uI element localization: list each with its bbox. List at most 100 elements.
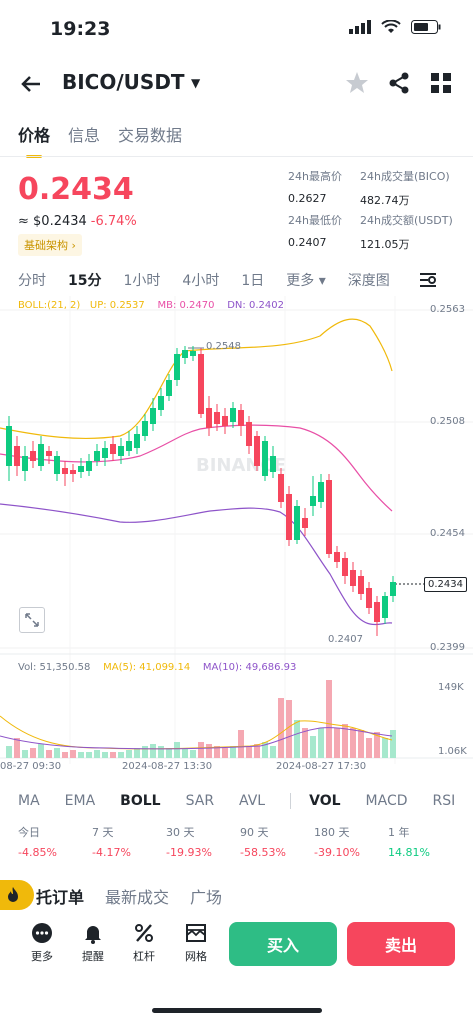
price-axis-3: 0.2454 xyxy=(430,528,465,539)
interval-1h[interactable]: 1小时 xyxy=(123,273,161,289)
high-value: 0.2627 xyxy=(288,192,327,205)
status-bar: 19:23 xyxy=(0,0,473,60)
tab-trading-data[interactable]: 交易数据 xyxy=(118,126,183,145)
volume-bar xyxy=(134,748,140,758)
favorite-star-icon[interactable] xyxy=(344,70,370,96)
fullscreen-icon[interactable] xyxy=(19,607,45,633)
more-button[interactable]: 更多 xyxy=(22,922,62,964)
volume-bar xyxy=(94,750,100,758)
status-time: 19:23 xyxy=(50,18,111,40)
volume-bar xyxy=(198,742,204,758)
candle-body xyxy=(366,588,372,608)
ind-avl[interactable]: AVL xyxy=(239,793,266,809)
grid-label: 网格 xyxy=(185,950,207,963)
interval-line[interactable]: 分时 xyxy=(18,273,46,289)
candle-body xyxy=(390,582,396,596)
perf-label: 30 天 xyxy=(166,826,195,839)
ind-rsi[interactable]: RSI xyxy=(432,793,456,809)
pair-dropdown-caret-icon[interactable]: ▼ xyxy=(191,76,201,90)
alert-button[interactable]: 提醒 xyxy=(73,922,113,964)
candle-body xyxy=(174,354,180,380)
volume-bar xyxy=(246,746,252,758)
tab-recent-trades[interactable]: 最新成交 xyxy=(105,888,170,907)
fire-icon xyxy=(0,880,34,910)
candle-body xyxy=(206,408,212,428)
grid-menu-icon[interactable] xyxy=(428,70,454,96)
kline-chart-svg[interactable]: BINANCE xyxy=(0,296,473,776)
candle-body xyxy=(262,441,268,476)
interval-bar: 分时 15分 1小时 4小时 1日 更多 ▾ 深度图 xyxy=(18,270,458,290)
ind-sar[interactable]: SAR xyxy=(185,793,215,809)
perf-value: -19.93% xyxy=(166,846,212,859)
interval-depth[interactable]: 深度图 xyxy=(347,273,390,289)
volume-bar xyxy=(150,744,156,758)
candle-body xyxy=(110,444,116,454)
candle-body xyxy=(70,470,76,474)
volume-bar xyxy=(46,750,52,758)
header: BICO/USDT ▼ xyxy=(0,62,473,106)
volume-bar xyxy=(222,748,228,758)
volume-bar xyxy=(110,752,116,758)
bell-icon xyxy=(85,926,101,944)
volume-bar xyxy=(286,700,292,758)
low-value: 0.2407 xyxy=(288,236,327,249)
interval-4h[interactable]: 4小时 xyxy=(182,273,220,289)
candle-body xyxy=(326,480,332,554)
vol-ma10: MA(10): 49,686.93 xyxy=(202,662,297,673)
candle-body xyxy=(14,446,20,466)
volume-bar xyxy=(326,680,332,758)
vol-label: Vol: 51,350.58 xyxy=(18,662,91,673)
tab-square[interactable]: 广场 xyxy=(190,888,223,907)
back-arrow-icon[interactable] xyxy=(18,70,46,98)
tab-order-book[interactable]: 托订单 xyxy=(36,888,85,907)
volume-bar xyxy=(294,720,300,758)
volume-bar xyxy=(270,746,276,758)
sell-button[interactable]: 卖出 xyxy=(347,922,455,966)
volume-bar xyxy=(358,730,364,758)
candle-body xyxy=(318,482,324,502)
volume-bar xyxy=(366,738,372,758)
category-tag[interactable]: 基础架构 › xyxy=(18,234,82,256)
volume-bar xyxy=(350,728,356,758)
pair-title[interactable]: BICO/USDT xyxy=(62,70,185,94)
ind-vol[interactable]: VOL xyxy=(309,793,341,809)
candle-body xyxy=(78,466,84,472)
volume-bar xyxy=(142,746,148,758)
boll-up-line xyxy=(0,318,393,440)
grid-lines xyxy=(0,296,473,764)
candle-body xyxy=(286,494,292,540)
volume-bar xyxy=(126,750,132,758)
perf-value: -4.17% xyxy=(92,846,131,859)
interval-15m[interactable]: 15分 xyxy=(68,273,102,289)
share-icon[interactable] xyxy=(386,70,412,96)
vol-base-label: 24h成交量(BICO) xyxy=(360,170,450,183)
chart-settings-icon[interactable] xyxy=(418,271,438,289)
indicator-tabs: MA EMA BOLL SAR AVL VOL MACD RSI xyxy=(18,792,473,810)
volume-bar xyxy=(14,738,20,758)
volume-bar xyxy=(382,738,388,758)
candle-body xyxy=(30,451,36,461)
ind-ema[interactable]: EMA xyxy=(64,793,96,809)
candle-body xyxy=(214,412,220,424)
candle-body xyxy=(94,451,100,461)
tab-info[interactable]: 信息 xyxy=(68,126,101,145)
interval-1d[interactable]: 1日 xyxy=(241,273,265,289)
ind-macd[interactable]: MACD xyxy=(365,793,408,809)
buy-button[interactable]: 买入 xyxy=(229,922,337,966)
ind-boll[interactable]: BOLL xyxy=(120,793,161,809)
candle-body xyxy=(238,410,244,426)
kline-chart[interactable]: BINANCE BOLL:(21, 2) UP: 0.2537 MB: 0.24… xyxy=(0,296,473,776)
volume-bar xyxy=(254,744,260,758)
candle-body xyxy=(270,456,276,472)
action-bar: 更多 提醒 杠杆 网格 买入 卖出 xyxy=(0,918,473,978)
volume-bar xyxy=(374,732,380,758)
grid-button[interactable]: 网格 xyxy=(176,922,216,964)
ind-ma[interactable]: MA xyxy=(18,793,40,809)
home-indicator xyxy=(152,1008,322,1013)
interval-more[interactable]: 更多 ▾ xyxy=(286,273,326,289)
leverage-button[interactable]: 杠杆 xyxy=(124,922,164,964)
volume-bar xyxy=(302,728,308,758)
tab-price[interactable]: 价格 xyxy=(18,122,50,158)
more-label: 更多 xyxy=(31,950,53,963)
boll-mb: MB: 0.2470 xyxy=(157,300,215,311)
